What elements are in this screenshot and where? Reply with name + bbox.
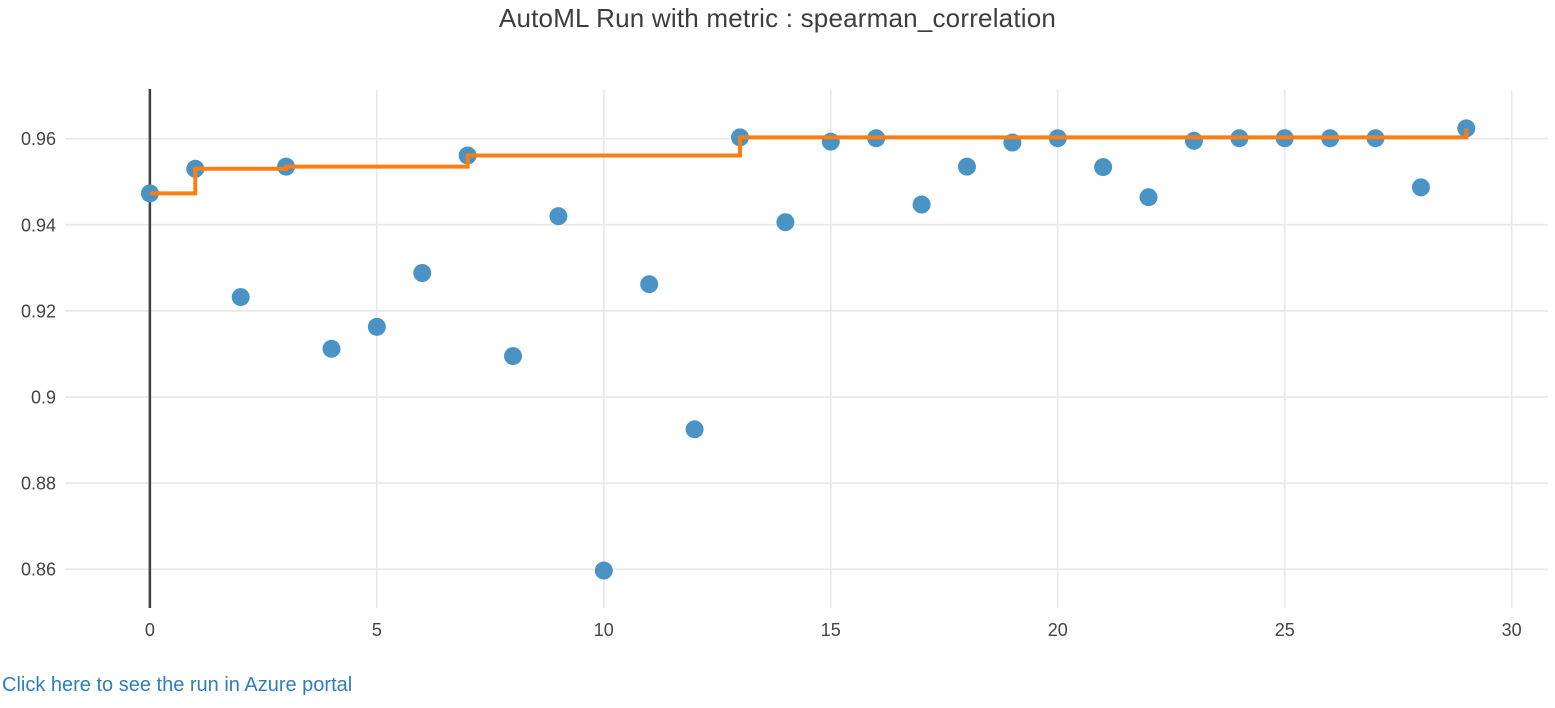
metric-point (1139, 188, 1158, 207)
y-tick-label: 0.88 (21, 474, 56, 494)
metric-point (231, 288, 250, 307)
best-metric-step-line (149, 128, 1469, 196)
x-tick-label: 0 (145, 620, 155, 640)
metric-point (640, 275, 659, 294)
metric-point (912, 195, 931, 214)
metric-point (685, 420, 704, 439)
metric-point (549, 207, 568, 226)
x-tick-label: 10 (594, 620, 614, 640)
metric-point (957, 157, 976, 176)
metric-point (413, 264, 432, 283)
x-tick-label: 20 (1048, 620, 1068, 640)
azure-portal-link[interactable]: Click here to see the run in Azure porta… (2, 674, 353, 696)
metric-point (367, 317, 386, 336)
x-tick-label: 5 (372, 620, 382, 640)
x-tick-label: 15 (821, 620, 841, 640)
y-tick-label: 0.9 (31, 388, 56, 408)
y-tick-label: 0.86 (21, 560, 56, 580)
metric-point (322, 339, 341, 358)
metric-point (1411, 178, 1430, 197)
metric-point (1184, 131, 1203, 150)
y-tick-label: 0.96 (21, 129, 56, 149)
x-tick-label: 25 (1275, 620, 1295, 640)
metric-point (776, 213, 795, 232)
y-tick-label: 0.92 (21, 301, 56, 321)
metric-point (594, 561, 613, 580)
y-tick-label: 0.94 (21, 215, 56, 235)
metric-point (1094, 158, 1113, 177)
metric-point (504, 347, 523, 366)
x-tick-label: 30 (1502, 620, 1522, 640)
